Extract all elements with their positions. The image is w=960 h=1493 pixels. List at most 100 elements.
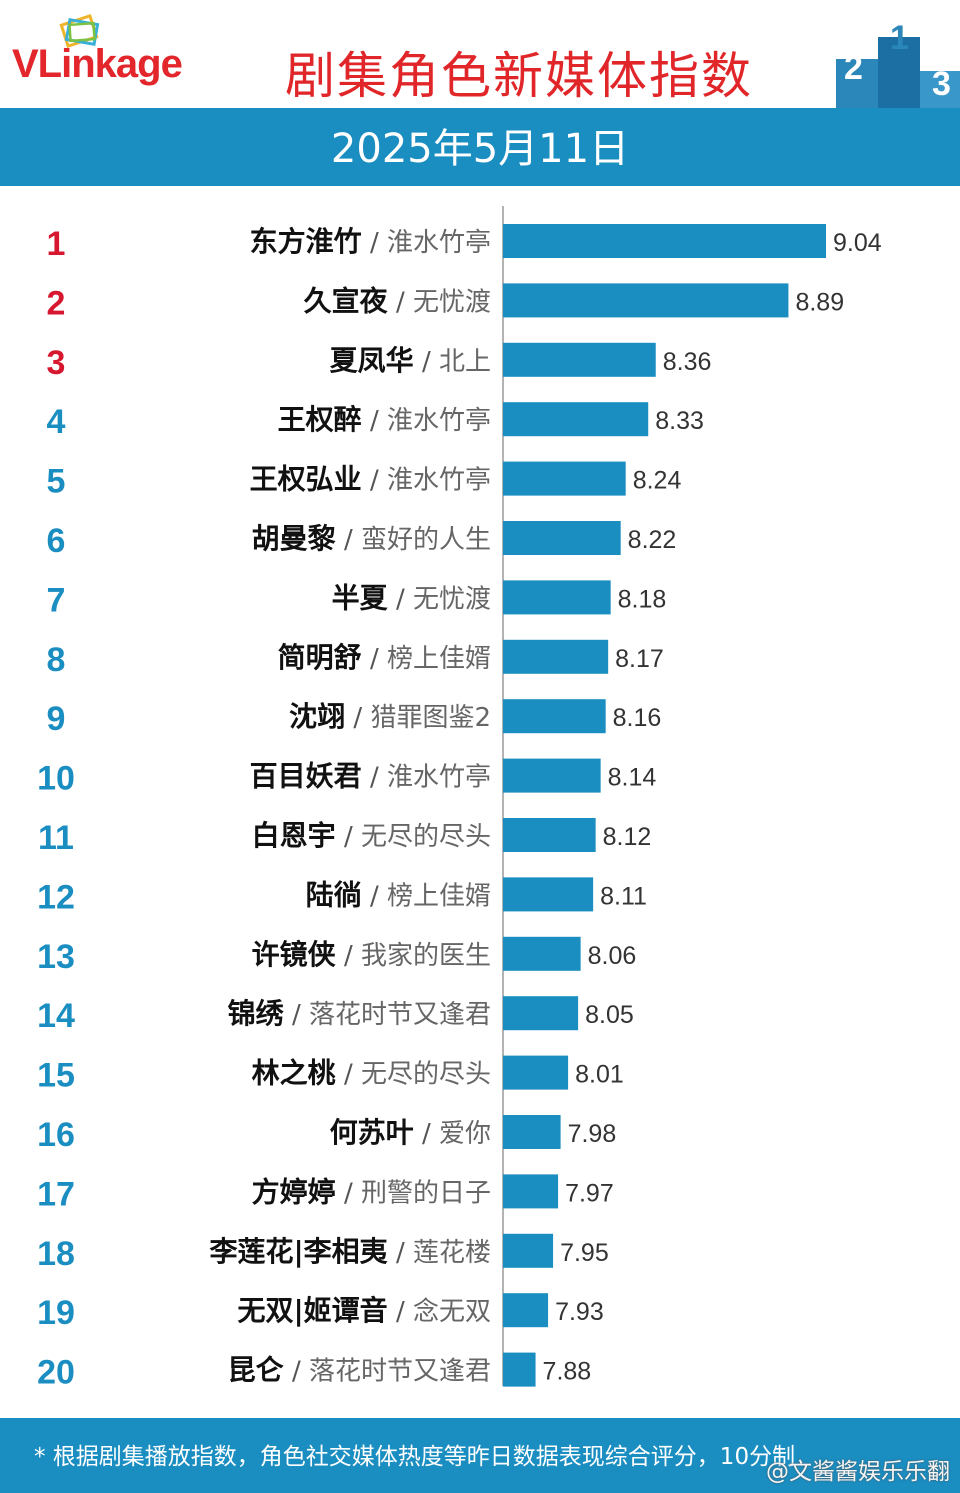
bar [503, 224, 826, 258]
separator: / [388, 584, 413, 614]
value-label: 8.11 [600, 882, 647, 910]
value-label: 8.18 [618, 585, 667, 613]
value-label: 8.01 [575, 1061, 624, 1089]
bar [503, 521, 621, 555]
rank-label: 5 [47, 463, 66, 501]
drama-name: 猎罪图鉴2 [370, 703, 491, 733]
rank-label: 1 [47, 225, 66, 263]
character-name: 夏凤华 [330, 344, 414, 377]
row-label: 百目妖君 / 淮水竹亭 [250, 760, 491, 793]
value-label: 8.05 [585, 1001, 634, 1029]
bar [503, 936, 581, 971]
bar [503, 580, 611, 615]
separator: / [388, 287, 413, 317]
character-name: 李莲花|李相夷 [209, 1235, 387, 1268]
separator: / [362, 881, 387, 911]
separator: / [336, 822, 361, 852]
value-label: 8.24 [633, 467, 682, 495]
row-label: 半夏 / 无忧渡 [332, 581, 491, 614]
bar [503, 342, 656, 377]
row-label: 林之桃 / 无尽的尽头 [252, 1057, 491, 1090]
footer: * 根据剧集播放指数，角色社交媒体热度等昨日数据表现综合评分，10分制 [0, 1418, 960, 1493]
bar [503, 758, 601, 793]
separator: / [414, 347, 439, 377]
value-label: 7.88 [543, 1358, 592, 1386]
bar [503, 1233, 554, 1268]
value-label: 8.36 [663, 348, 712, 376]
value-label: 9.04 [833, 229, 882, 257]
date-text: 2025年5月11日 [330, 126, 630, 172]
separator: / [336, 1178, 361, 1208]
bar [503, 699, 606, 734]
bar [503, 283, 789, 318]
character-name: 沈翊 [289, 700, 345, 733]
row-label: 李莲花|李相夷 / 莲花楼 [209, 1235, 491, 1268]
drama-name: 无忧渡 [413, 584, 491, 614]
separator: / [388, 1297, 413, 1327]
footnote: * 根据剧集播放指数，角色社交媒体热度等昨日数据表现综合评分，10分制 [34, 1444, 796, 1470]
separator: / [362, 466, 387, 496]
podium-icon: 2 1 3 [836, 19, 960, 108]
separator: / [388, 1238, 413, 1268]
separator: / [284, 1000, 309, 1030]
rank-label: 6 [47, 522, 66, 560]
character-name: 无双|姬谭音 [237, 1294, 387, 1327]
character-name: 胡曼黎 [252, 522, 336, 555]
drama-name: 北上 [439, 347, 491, 377]
drama-name: 莲花楼 [413, 1238, 491, 1268]
bar [503, 877, 594, 912]
rank-label: 4 [47, 403, 66, 441]
drama-name: 榜上佳婿 [387, 644, 491, 674]
separator: / [336, 525, 361, 555]
separator: / [362, 644, 387, 674]
row-label: 何苏叶 / 爱你 [330, 1116, 491, 1149]
bar [503, 1293, 549, 1328]
rank-label: 20 [37, 1354, 75, 1392]
value-label: 7.93 [555, 1298, 604, 1326]
value-label: 8.06 [588, 942, 637, 970]
separator: / [336, 941, 361, 971]
row-label: 简明舒 / 榜上佳婿 [278, 641, 491, 674]
row-label: 夏凤华 / 北上 [330, 344, 491, 377]
bar [503, 1115, 561, 1149]
character-name: 王权弘业 [250, 463, 362, 496]
rank-label: 13 [37, 938, 75, 976]
rank-label: 9 [47, 700, 66, 738]
value-label: 8.22 [628, 526, 677, 554]
date-banner: 2025年5月11日 [0, 108, 960, 186]
character-name: 许镜侠 [252, 938, 337, 971]
rank-label: 17 [37, 1175, 75, 1213]
drama-name: 淮水竹亭 [387, 406, 491, 436]
value-label: 8.12 [603, 823, 652, 851]
bar-chart: 1 东方淮竹 / 淮水竹亭 9.04 2 久宣夜 / 无忧渡 8.89 3 夏凤华 / 北上 8… [37, 206, 882, 1392]
rank-label: 16 [37, 1116, 75, 1154]
logo-text: VLinkage [12, 42, 183, 86]
drama-name: 念无双 [413, 1297, 491, 1327]
character-name: 半夏 [332, 581, 389, 614]
character-name: 锦绣 [228, 997, 285, 1030]
value-label: 7.95 [560, 1239, 609, 1267]
drama-name: 无尽的尽头 [361, 1060, 491, 1090]
value-label: 8.33 [655, 407, 704, 435]
drama-name: 落花时节又逢君 [309, 1357, 491, 1387]
row-label: 东方淮竹 / 淮水竹亭 [250, 225, 491, 258]
separator: / [362, 228, 387, 258]
row-label: 昆仑 / 落花时节又逢君 [228, 1354, 491, 1387]
rank-label: 11 [38, 819, 74, 857]
character-name: 东方淮竹 [250, 225, 362, 258]
row-label: 胡曼黎 / 蛮好的人生 [252, 522, 491, 555]
value-label: 8.14 [608, 764, 657, 792]
podium-number: 1 [890, 19, 909, 57]
character-name: 何苏叶 [330, 1116, 414, 1149]
rank-label: 19 [37, 1294, 75, 1332]
rank-label: 2 [47, 284, 66, 322]
bar [503, 402, 649, 437]
row-label: 无双|姬谭音 / 念无双 [237, 1294, 491, 1327]
drama-name: 淮水竹亭 [387, 228, 491, 258]
character-name: 昆仑 [228, 1354, 285, 1387]
drama-name: 落花时节又逢君 [309, 1000, 491, 1030]
character-name: 林之桃 [252, 1057, 336, 1090]
row-label: 许镜侠 / 我家的医生 [252, 938, 491, 971]
value-label: 7.97 [565, 1179, 614, 1207]
